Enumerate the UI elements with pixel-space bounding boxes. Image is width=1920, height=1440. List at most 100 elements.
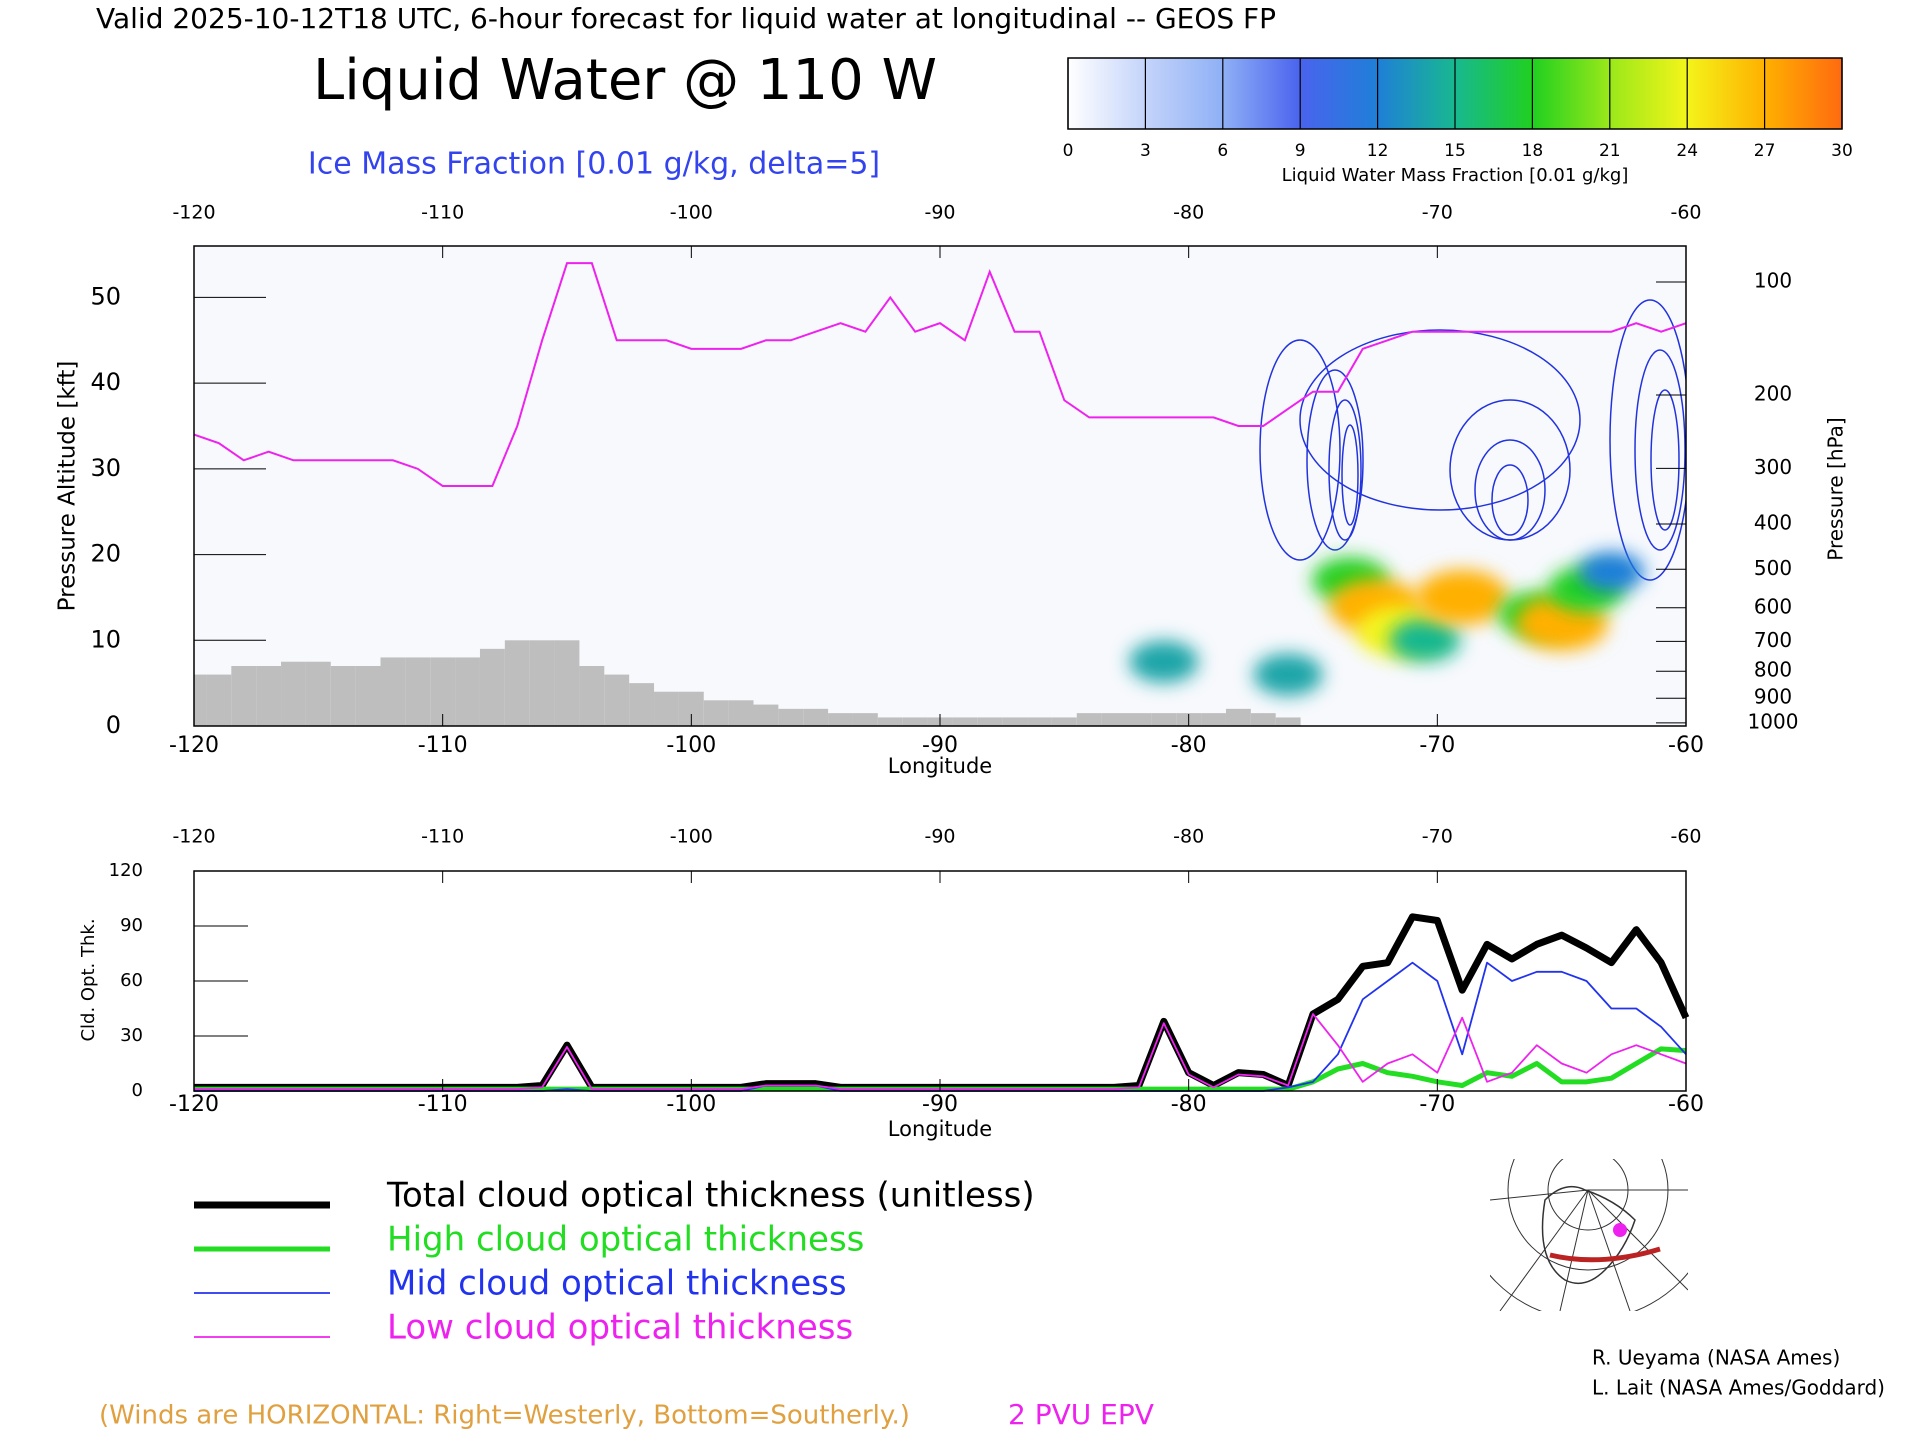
tropopause-line — [193, 262, 1687, 487]
x-tick-label: -120 — [169, 1092, 219, 1117]
terrain-step — [281, 661, 306, 726]
x-tick-label: -100 — [670, 826, 713, 848]
terrain-step — [1201, 713, 1226, 726]
terrain-step — [604, 674, 630, 726]
x-tick-label: -120 — [169, 733, 219, 758]
terrain-step — [1076, 713, 1102, 726]
terrain-step — [952, 717, 978, 726]
terrain-step — [703, 700, 729, 726]
y2-tick-label: 1000 — [1748, 709, 1799, 733]
x-tick-label: -90 — [924, 202, 955, 224]
chart-subtitle: Ice Mass Fraction [0.01 g/kg, delta=5] — [308, 147, 880, 182]
x-tick-label: -110 — [418, 733, 468, 758]
terrain-step — [1151, 713, 1177, 726]
x-tick-label: -60 — [1670, 202, 1701, 224]
legend-label: High cloud optical thickness — [387, 1220, 864, 1260]
x-tick-label: -90 — [922, 733, 958, 758]
y-tick-label: 30 — [120, 1025, 143, 1046]
terrain-step — [256, 666, 282, 726]
terrain-step — [1051, 717, 1077, 726]
x-tick-label: -80 — [1171, 733, 1207, 758]
colorbar-tick-label: 15 — [1444, 141, 1466, 161]
y2-tick-label: 200 — [1754, 382, 1792, 406]
terrain-step — [579, 666, 605, 726]
y2-axis-label: Pressure [hPa] — [1824, 417, 1848, 560]
colorbar-tick-label: 21 — [1599, 141, 1621, 161]
x-tick-label: -80 — [1171, 1092, 1207, 1117]
y-tick-label: 0 — [106, 711, 121, 739]
x-axis-label: Longitude — [888, 1117, 992, 1141]
liquid-water-cell — [1389, 618, 1461, 662]
y2-tick-label: 100 — [1754, 268, 1792, 292]
terrain-step — [206, 674, 232, 726]
terrain-step — [654, 691, 679, 726]
credit: L. Lait (NASA Ames/Goddard) — [1592, 1376, 1885, 1400]
colorbar-tick-label: 27 — [1754, 141, 1776, 161]
x-tick-label: -100 — [670, 202, 713, 224]
y2-tick-label: 300 — [1754, 455, 1792, 479]
x-tick-label: -90 — [924, 826, 955, 848]
colorbar-tick-label: 9 — [1295, 141, 1306, 161]
terrain-step — [629, 683, 655, 726]
series-line — [194, 913, 1690, 1091]
terrain-step — [1275, 717, 1301, 726]
x-tick-label: -60 — [1668, 1092, 1704, 1117]
colorbar-tick-label: 24 — [1676, 141, 1698, 161]
terrain-step — [380, 657, 406, 726]
y2-tick-label: 800 — [1754, 658, 1792, 682]
legend-label: Total cloud optical thickness (unitless) — [386, 1176, 1035, 1216]
terrain-step — [529, 640, 555, 726]
terrain-step — [902, 717, 928, 726]
y-tick-label: 0 — [132, 1080, 143, 1101]
y-tick-label: 60 — [120, 970, 143, 991]
liquid-water-cell — [1415, 569, 1509, 625]
terrain-step — [330, 666, 356, 726]
liquid-water-cell — [1578, 551, 1645, 592]
y-tick-label: 50 — [90, 282, 121, 310]
y2-tick-label: 600 — [1754, 594, 1792, 618]
terrain-step — [1027, 717, 1052, 726]
terrain-step — [877, 717, 903, 726]
x-tick-label: -110 — [421, 826, 464, 848]
colorbar-tick-label: 18 — [1522, 141, 1544, 161]
colorbar-tick-label: 12 — [1367, 141, 1389, 161]
terrain-step — [504, 640, 530, 726]
x-tick-label: -70 — [1419, 1092, 1455, 1117]
legend-label: Low cloud optical thickness — [387, 1308, 853, 1348]
x-tick-label: -70 — [1419, 733, 1455, 758]
colorbar-tick-label: 0 — [1063, 141, 1074, 161]
y-tick-label: 120 — [109, 860, 143, 881]
x-tick-label: -120 — [172, 826, 215, 848]
y-tick-label: 90 — [120, 915, 143, 936]
terrain-step — [1002, 717, 1028, 726]
y2-tick-label: 500 — [1754, 556, 1792, 580]
colorbar-tick-label: 3 — [1140, 141, 1151, 161]
terrain-step — [1101, 713, 1127, 726]
y-tick-label: 40 — [90, 368, 121, 396]
terrain-step — [231, 666, 257, 726]
terrain-step — [194, 674, 207, 726]
x-tick-label: -80 — [1173, 826, 1204, 848]
terrain-step — [852, 713, 878, 726]
y-tick-label: 10 — [90, 625, 121, 653]
liquid-water-cell — [1253, 653, 1323, 696]
terrain-step — [803, 708, 829, 726]
y-tick-label: 30 — [90, 454, 121, 482]
map-inset — [1490, 1159, 1688, 1311]
terrain-step — [455, 657, 480, 726]
x-tick-label: -60 — [1670, 826, 1701, 848]
terrain-step — [1250, 713, 1276, 726]
x-tick-label: -70 — [1422, 826, 1453, 848]
x-tick-label: -60 — [1668, 733, 1704, 758]
x-tick-label: -70 — [1422, 202, 1453, 224]
x-tick-label: -110 — [418, 1092, 468, 1117]
y-axis-label: Cld. Opt. Thk. — [78, 918, 99, 1041]
credit: R. Ueyama (NASA Ames) — [1592, 1346, 1840, 1370]
x-tick-label: -100 — [666, 733, 716, 758]
terrain-step — [1126, 713, 1152, 726]
y2-tick-label: 400 — [1754, 511, 1792, 535]
colorbar-tick-label: 30 — [1831, 141, 1853, 161]
terrain-step — [778, 708, 804, 726]
x-tick-label: -120 — [172, 202, 215, 224]
